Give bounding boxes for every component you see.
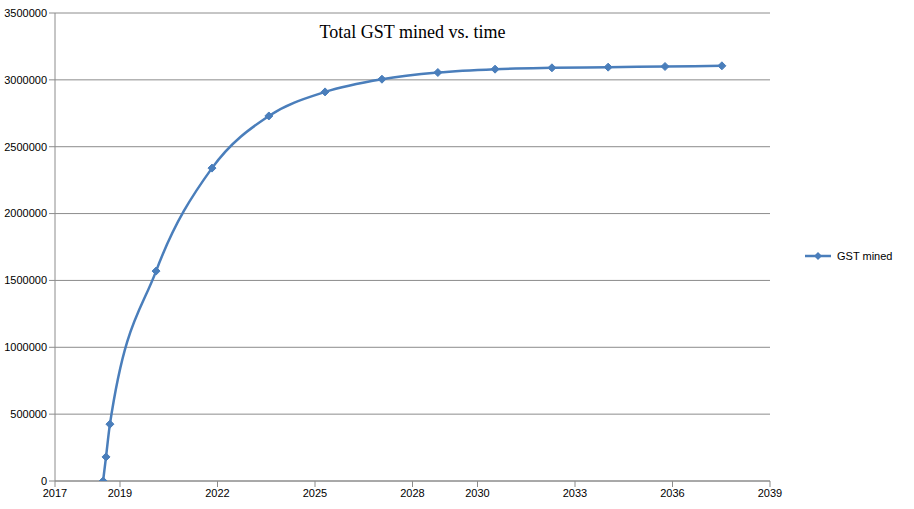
svg-text:2030: 2030 [465, 487, 489, 499]
svg-text:2025: 2025 [303, 487, 327, 499]
svg-text:2028: 2028 [400, 487, 424, 499]
svg-text:2019: 2019 [108, 487, 132, 499]
svg-text:2039: 2039 [758, 487, 782, 499]
svg-text:2000000: 2000000 [8, 207, 47, 219]
svg-text:2500000: 2500000 [8, 141, 47, 153]
html-text:GST mined: GST mined [837, 250, 893, 262]
svg-text:2017: 2017 [43, 487, 67, 499]
svg-text:3000000: 3000000 [8, 74, 47, 86]
svg-text:500000: 500000 [10, 408, 47, 420]
svg-text:1000000: 1000000 [8, 341, 47, 353]
svg-text:2022: 2022 [205, 487, 229, 499]
svg-text:2033: 2033 [563, 487, 587, 499]
svg-text:0: 0 [41, 475, 47, 487]
html-text:Total GST mined vs. time: Total GST mined vs. time [319, 22, 506, 42]
svg-text:2036: 2036 [660, 487, 684, 499]
svg-text:1500000: 1500000 [8, 274, 47, 286]
svg-text:3500000: 3500000 [8, 7, 47, 19]
